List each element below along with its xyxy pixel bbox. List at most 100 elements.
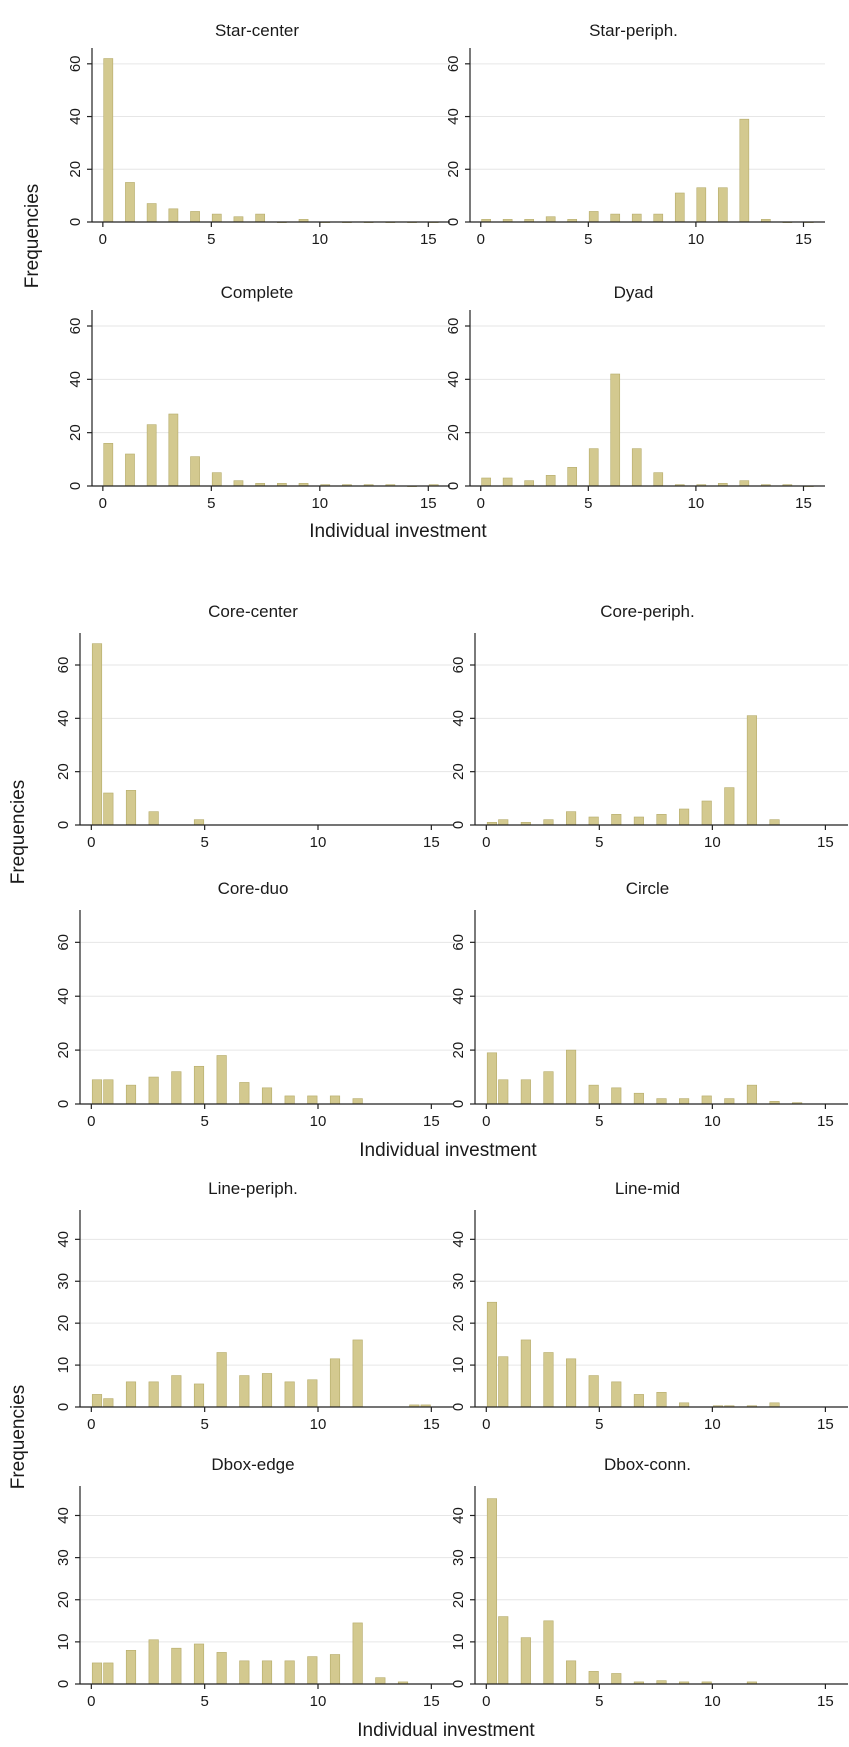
y-tick-label: 40: [55, 710, 72, 727]
bar: [211, 472, 222, 487]
bar: [148, 811, 159, 826]
bar: [171, 1375, 182, 1408]
bar: [502, 477, 513, 487]
y-tick-label: 0: [445, 482, 462, 490]
bar: [611, 814, 622, 826]
bar: [633, 1092, 644, 1105]
bar: [588, 816, 599, 826]
bar: [566, 811, 577, 826]
y-tick-label: 0: [67, 218, 84, 226]
bar: [103, 443, 114, 487]
panel-title: Core-duo: [218, 879, 289, 898]
x-tick-label: 5: [200, 1113, 208, 1130]
y-tick-label: 20: [450, 1042, 467, 1059]
bar: [103, 1398, 114, 1408]
y-tick-label: 20: [450, 763, 467, 780]
bar: [125, 790, 137, 826]
panel-title: Dbox-edge: [211, 1455, 294, 1474]
figure-group-2: 0 20 40 60 0 5 10 15 Core-center 0 20 40 60 0 5 10 15 Cor…: [8, 602, 848, 1161]
bar: [520, 1079, 531, 1105]
panel: 0 10 20 30 40 0 5 10 15 Line-mid: [450, 1179, 848, 1433]
bar: [611, 1087, 622, 1105]
bar: [91, 1079, 103, 1105]
y-tick-label: 40: [55, 1231, 72, 1248]
x-tick-label: 0: [477, 495, 485, 512]
bar: [498, 1616, 509, 1685]
panel-title: Dyad: [614, 283, 654, 302]
bar: [103, 58, 114, 223]
bar: [255, 213, 266, 223]
bar: [239, 1375, 250, 1408]
y-tick-label: 20: [67, 424, 84, 441]
bar: [701, 800, 712, 826]
panel: 0 20 40 60 0 5 10 15 Dyad: [445, 283, 825, 512]
bar: [486, 1498, 498, 1685]
y-tick-label: 0: [55, 1680, 72, 1688]
bar: [125, 182, 135, 223]
y-tick-label: 0: [55, 1403, 72, 1411]
bar: [171, 1647, 182, 1685]
bar: [103, 792, 114, 826]
figure-group-1: 0 20 40 60 0 5 10 15 Star-center 0 20 40 60 0 5 10 15 Sta…: [22, 21, 825, 542]
y-tick-label: 0: [445, 218, 462, 226]
bar: [168, 413, 179, 487]
bar: [498, 819, 509, 826]
bar: [190, 456, 200, 487]
bar: [724, 1098, 735, 1105]
y-tick-label: 60: [450, 657, 467, 674]
x-tick-label: 15: [423, 1693, 440, 1710]
y-tick-label: 60: [55, 657, 72, 674]
x-tick-label: 10: [688, 495, 705, 512]
panel: 0 20 40 60 0 5 10 15 Star-periph.: [445, 21, 825, 248]
x-tick-label: 15: [817, 834, 834, 851]
x-tick-label: 10: [310, 1113, 327, 1130]
bar: [588, 1671, 599, 1685]
bar: [543, 1071, 554, 1105]
y-tick-label: 40: [450, 988, 467, 1005]
y-tick-label: 40: [55, 1507, 72, 1524]
figure-group-3: 0 10 20 30 40 0 5 10 15 Line-periph. 0 10 20 30 40 0 5 10…: [8, 1179, 848, 1741]
x-tick-label: 5: [207, 495, 215, 512]
bar: [656, 814, 667, 826]
y-tick-label: 20: [445, 424, 462, 441]
x-tick-label: 10: [704, 1693, 721, 1710]
x-tick-label: 0: [477, 231, 485, 248]
bar: [261, 1373, 273, 1408]
panel-title: Circle: [626, 879, 669, 898]
x-tick-label: 15: [423, 834, 440, 851]
bar: [746, 715, 757, 826]
bar: [631, 213, 642, 223]
x-tick-label: 15: [423, 1113, 440, 1130]
bar: [524, 480, 534, 487]
x-axis-label: Individual investment: [357, 1720, 535, 1741]
bar: [588, 211, 599, 223]
bar: [724, 787, 735, 826]
x-tick-label: 0: [482, 1416, 490, 1433]
x-tick-label: 10: [310, 1693, 327, 1710]
panel: 0 20 40 60 0 5 10 15 Core-duo: [55, 879, 454, 1130]
y-tick-label: 10: [55, 1357, 72, 1374]
bar: [520, 1339, 531, 1408]
bar: [545, 475, 556, 487]
x-tick-label: 0: [87, 1416, 95, 1433]
bar: [307, 1656, 318, 1685]
bar: [352, 1339, 363, 1408]
y-tick-label: 10: [450, 1357, 467, 1374]
x-tick-label: 5: [584, 231, 592, 248]
x-tick-label: 10: [704, 834, 721, 851]
x-tick-label: 5: [200, 834, 208, 851]
x-axis-label: Individual investment: [309, 521, 487, 542]
bar: [233, 216, 244, 223]
panel: 0 20 40 60 0 5 10 15 Core-center: [55, 602, 454, 851]
bar: [168, 208, 179, 223]
bar: [352, 1622, 363, 1685]
bar: [566, 1358, 577, 1408]
x-tick-label: 10: [704, 1113, 721, 1130]
x-tick-label: 0: [99, 495, 107, 512]
y-tick-label: 0: [67, 482, 84, 490]
bar: [486, 1052, 498, 1105]
bar: [352, 1098, 363, 1105]
bar: [498, 1079, 509, 1105]
bar: [481, 477, 491, 487]
y-tick-label: 0: [450, 1100, 467, 1108]
